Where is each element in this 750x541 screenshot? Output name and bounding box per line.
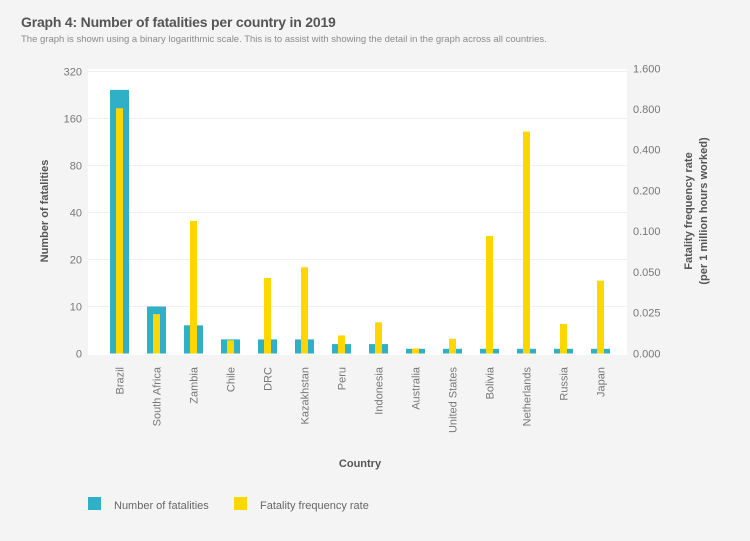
chart-title: Graph 4: Number of fatalities per countr… bbox=[21, 14, 336, 30]
left-tick-label: 40 bbox=[70, 208, 82, 220]
category-label: Australia bbox=[411, 366, 423, 410]
y-axis-right-title-line1: Fatality frequency rate bbox=[683, 152, 695, 269]
right-tick-label: 0.100 bbox=[633, 226, 661, 238]
bar-rate-netherlands bbox=[523, 131, 530, 354]
bar-rate-united-states bbox=[449, 338, 456, 354]
y-axis-left-title: Number of fatalities bbox=[39, 160, 51, 263]
legend-label-fatalities: Number of fatalities bbox=[114, 500, 209, 512]
bar-rate-russia bbox=[560, 323, 567, 354]
category-label: Bolivia bbox=[485, 366, 497, 399]
bar-rate-drc bbox=[264, 277, 271, 354]
x-axis-title: Country bbox=[339, 458, 382, 470]
category-label: Indonesia bbox=[374, 366, 386, 415]
bar-rate-japan bbox=[597, 280, 604, 354]
legend-label-rate: Fatality frequency rate bbox=[260, 500, 369, 512]
category-label: Zambia bbox=[189, 366, 201, 404]
category-label: United States bbox=[448, 367, 460, 434]
right-tick-label: 0.050 bbox=[633, 267, 661, 279]
bar-rate-australia bbox=[412, 348, 419, 354]
bar-rate-bolivia bbox=[486, 235, 493, 354]
right-tick-label: 0.000 bbox=[633, 349, 661, 361]
bar-rate-peru bbox=[338, 335, 345, 354]
chart-subtitle: The graph is shown using a binary logari… bbox=[21, 34, 547, 45]
category-label: Japan bbox=[596, 367, 608, 397]
category-label: Brazil bbox=[115, 367, 127, 395]
bar-rate-brazil bbox=[116, 108, 123, 354]
category-label: Kazakhstan bbox=[300, 367, 312, 424]
category-label: Chile bbox=[226, 367, 238, 392]
left-tick-label: 320 bbox=[64, 67, 82, 79]
legend-swatch-fatalities bbox=[88, 497, 101, 510]
legend-swatch-rate bbox=[234, 497, 247, 510]
right-tick-label: 0.400 bbox=[633, 145, 661, 157]
left-tick-label: 0 bbox=[76, 349, 82, 361]
category-label: Peru bbox=[337, 367, 349, 390]
right-tick-label: 0.200 bbox=[633, 185, 661, 197]
bar-rate-chile bbox=[227, 340, 234, 354]
bar-rate-zambia bbox=[190, 220, 197, 354]
left-tick-label: 160 bbox=[64, 114, 82, 126]
bar-rate-indonesia bbox=[375, 322, 382, 354]
right-tick-label: 0.025 bbox=[633, 308, 661, 320]
left-tick-label: 80 bbox=[70, 161, 82, 173]
legend: Number of fatalities Fatality frequency … bbox=[88, 497, 369, 512]
right-tick-label: 1.600 bbox=[633, 63, 661, 75]
left-tick-label: 10 bbox=[70, 302, 82, 314]
category-label: Russia bbox=[559, 366, 571, 401]
left-tick-label: 20 bbox=[70, 255, 82, 267]
bar-rate-kazakhstan bbox=[301, 267, 308, 354]
category-label: DRC bbox=[263, 367, 275, 391]
category-label: South Africa bbox=[152, 366, 164, 426]
y-axis-right-title-line2: (per 1 million hours worked) bbox=[698, 137, 710, 285]
category-label: Netherlands bbox=[522, 367, 534, 427]
bar-rate-south-africa bbox=[153, 314, 160, 354]
right-tick-label: 0.800 bbox=[633, 104, 661, 116]
